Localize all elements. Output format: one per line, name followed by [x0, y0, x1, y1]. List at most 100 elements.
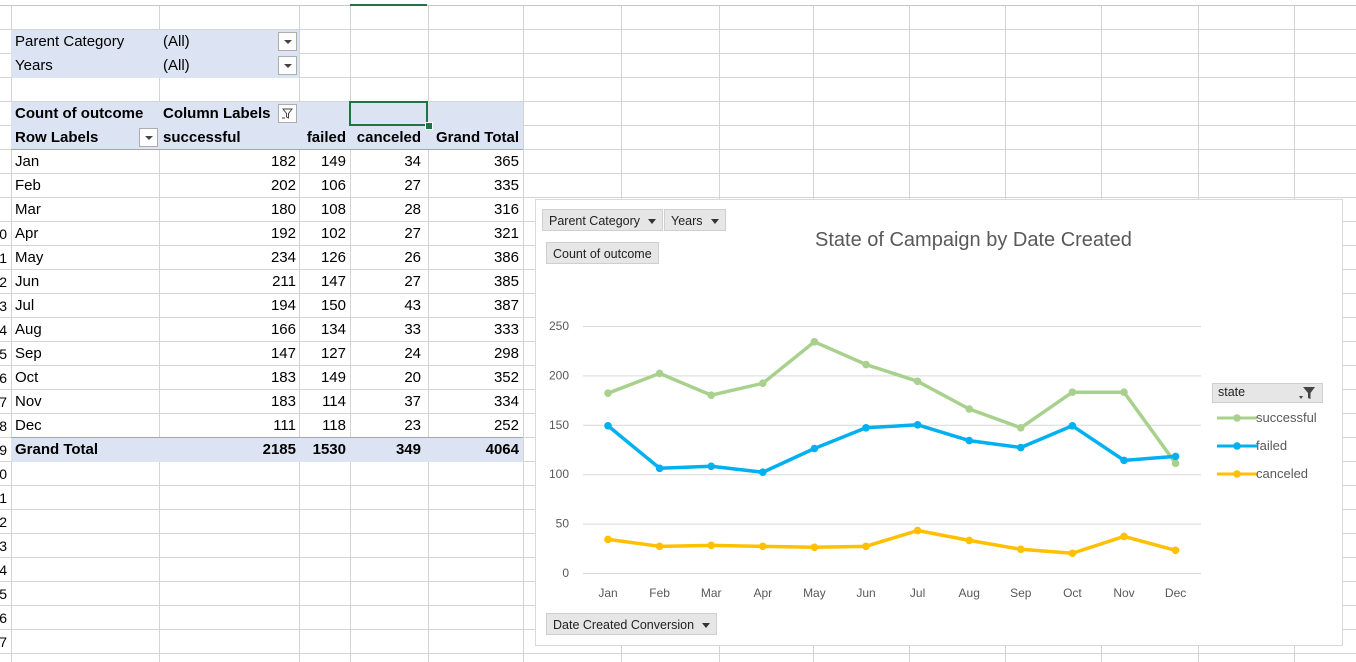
- data-point-canceled[interactable]: [965, 536, 973, 545]
- active-cell[interactable]: [349, 101, 428, 126]
- row-number[interactable]: 5: [0, 346, 7, 362]
- pivot-cell[interactable]: 37: [404, 393, 421, 410]
- pivot-cell[interactable]: 149: [320, 369, 346, 386]
- pivot-row-label[interactable]: Jul: [15, 297, 35, 314]
- data-point-canceled[interactable]: [1120, 532, 1128, 541]
- filter-dropdown-years[interactable]: [278, 56, 297, 75]
- row-number[interactable]: 3: [0, 298, 7, 314]
- pivot-cell[interactable]: 106: [320, 177, 346, 194]
- data-point-failed[interactable]: [604, 421, 612, 430]
- pivot-cell[interactable]: 111: [273, 417, 296, 434]
- chart-filter-years[interactable]: Years: [664, 209, 726, 231]
- pivot-cell[interactable]: 387: [493, 297, 519, 314]
- data-point-canceled[interactable]: [707, 541, 715, 550]
- pivot-cell[interactable]: 352: [493, 369, 519, 386]
- pivot-row-label[interactable]: Aug: [15, 321, 42, 338]
- data-point-canceled[interactable]: [655, 542, 664, 551]
- pivot-row-label[interactable]: Apr: [15, 225, 39, 242]
- pivot-cell[interactable]: 147: [270, 345, 296, 362]
- pivot-row-label[interactable]: Jun: [15, 273, 40, 290]
- data-point-successful[interactable]: [965, 405, 973, 413]
- data-point-successful[interactable]: [913, 377, 922, 386]
- pivot-cell[interactable]: 43: [404, 297, 421, 314]
- pivot-cell[interactable]: 386: [493, 249, 519, 266]
- data-point-failed[interactable]: [965, 436, 973, 445]
- fill-handle[interactable]: [425, 122, 433, 130]
- data-point-successful[interactable]: [759, 379, 767, 388]
- pivot-cell[interactable]: 23: [404, 417, 421, 434]
- pivot-cell[interactable]: 335: [493, 177, 519, 194]
- pivot-cell[interactable]: 134: [320, 321, 346, 338]
- row-number[interactable]: 6: [0, 610, 7, 626]
- pivot-cell[interactable]: 114: [322, 393, 346, 410]
- row-number[interactable]: 1: [0, 250, 7, 266]
- pivot-row-label[interactable]: Mar: [15, 201, 41, 218]
- data-point-successful[interactable]: [1171, 459, 1180, 468]
- row-number[interactable]: 2: [0, 274, 7, 290]
- pivot-cell[interactable]: 166: [270, 321, 296, 338]
- pivot-cell[interactable]: 27: [404, 225, 421, 242]
- row-number[interactable]: 5: [0, 586, 7, 602]
- pivot-cell[interactable]: 234: [270, 249, 296, 266]
- data-point-failed[interactable]: [913, 421, 922, 429]
- pivot-cell[interactable]: 108: [320, 201, 346, 218]
- data-point-canceled[interactable]: [810, 543, 819, 552]
- column-labels-filter-button[interactable]: [278, 104, 297, 123]
- pivot-cell[interactable]: 252: [493, 417, 519, 434]
- pivot-cell[interactable]: 211: [272, 273, 296, 290]
- pivot-cell[interactable]: 20: [404, 369, 421, 386]
- pivot-cell[interactable]: 192: [270, 225, 296, 242]
- pivot-cell[interactable]: 102: [320, 225, 346, 242]
- row-number[interactable]: 7: [0, 634, 7, 650]
- row-labels-dropdown[interactable]: [139, 128, 158, 147]
- pivot-chart[interactable]: [535, 199, 1343, 646]
- pivot-cell[interactable]: 298: [493, 345, 519, 362]
- row-number[interactable]: 1: [0, 490, 7, 506]
- data-point-successful[interactable]: [1120, 388, 1128, 396]
- data-point-failed[interactable]: [810, 444, 819, 453]
- pivot-cell[interactable]: 147: [320, 273, 346, 290]
- row-number[interactable]: 7: [0, 394, 7, 410]
- chart-values-button[interactable]: Count of outcome: [546, 242, 659, 264]
- pivot-row-label[interactable]: Feb: [15, 177, 41, 194]
- pivot-cell[interactable]: 194: [270, 297, 296, 314]
- data-point-failed[interactable]: [862, 423, 870, 432]
- pivot-row-label[interactable]: Sep: [15, 345, 42, 362]
- data-point-failed[interactable]: [655, 464, 664, 473]
- data-point-successful[interactable]: [707, 391, 715, 399]
- row-number[interactable]: 2: [0, 514, 7, 530]
- data-point-canceled[interactable]: [604, 535, 612, 544]
- data-point-successful[interactable]: [655, 369, 664, 378]
- pivot-cell[interactable]: 27: [404, 273, 421, 290]
- pivot-cell[interactable]: 28: [404, 201, 421, 218]
- data-point-successful[interactable]: [810, 338, 819, 346]
- data-point-successful[interactable]: [862, 360, 870, 369]
- legend-field-button[interactable]: state: [1212, 383, 1323, 403]
- row-number[interactable]: 8: [0, 418, 7, 434]
- pivot-row-label[interactable]: May: [15, 249, 44, 266]
- pivot-cell[interactable]: 118: [322, 417, 346, 434]
- pivot-cell[interactable]: 334: [493, 393, 519, 410]
- data-point-canceled[interactable]: [913, 526, 922, 535]
- data-point-successful[interactable]: [1017, 423, 1025, 432]
- data-point-failed[interactable]: [1068, 421, 1077, 430]
- data-point-failed[interactable]: [759, 468, 767, 477]
- row-number[interactable]: 6: [0, 370, 7, 386]
- pivot-cell[interactable]: 365: [493, 153, 519, 170]
- pivot-cell[interactable]: 33: [404, 321, 421, 338]
- data-point-canceled[interactable]: [862, 542, 870, 551]
- pivot-row-label[interactable]: Dec: [15, 417, 42, 434]
- filter-dropdown-parent-category[interactable]: [278, 32, 297, 51]
- pivot-cell[interactable]: 126: [320, 249, 346, 266]
- pivot-cell[interactable]: 316: [493, 201, 519, 218]
- data-point-failed[interactable]: [1017, 443, 1025, 452]
- pivot-cell[interactable]: 127: [320, 345, 346, 362]
- pivot-row-label[interactable]: Nov: [15, 393, 42, 410]
- row-number[interactable]: 9: [0, 442, 7, 458]
- row-number[interactable]: 0: [0, 226, 7, 242]
- chart-axis-field-button[interactable]: Date Created Conversion: [546, 613, 718, 635]
- pivot-cell[interactable]: 26: [404, 249, 421, 266]
- data-point-failed[interactable]: [1171, 452, 1180, 461]
- data-point-canceled[interactable]: [1068, 549, 1077, 558]
- data-point-failed[interactable]: [707, 462, 715, 471]
